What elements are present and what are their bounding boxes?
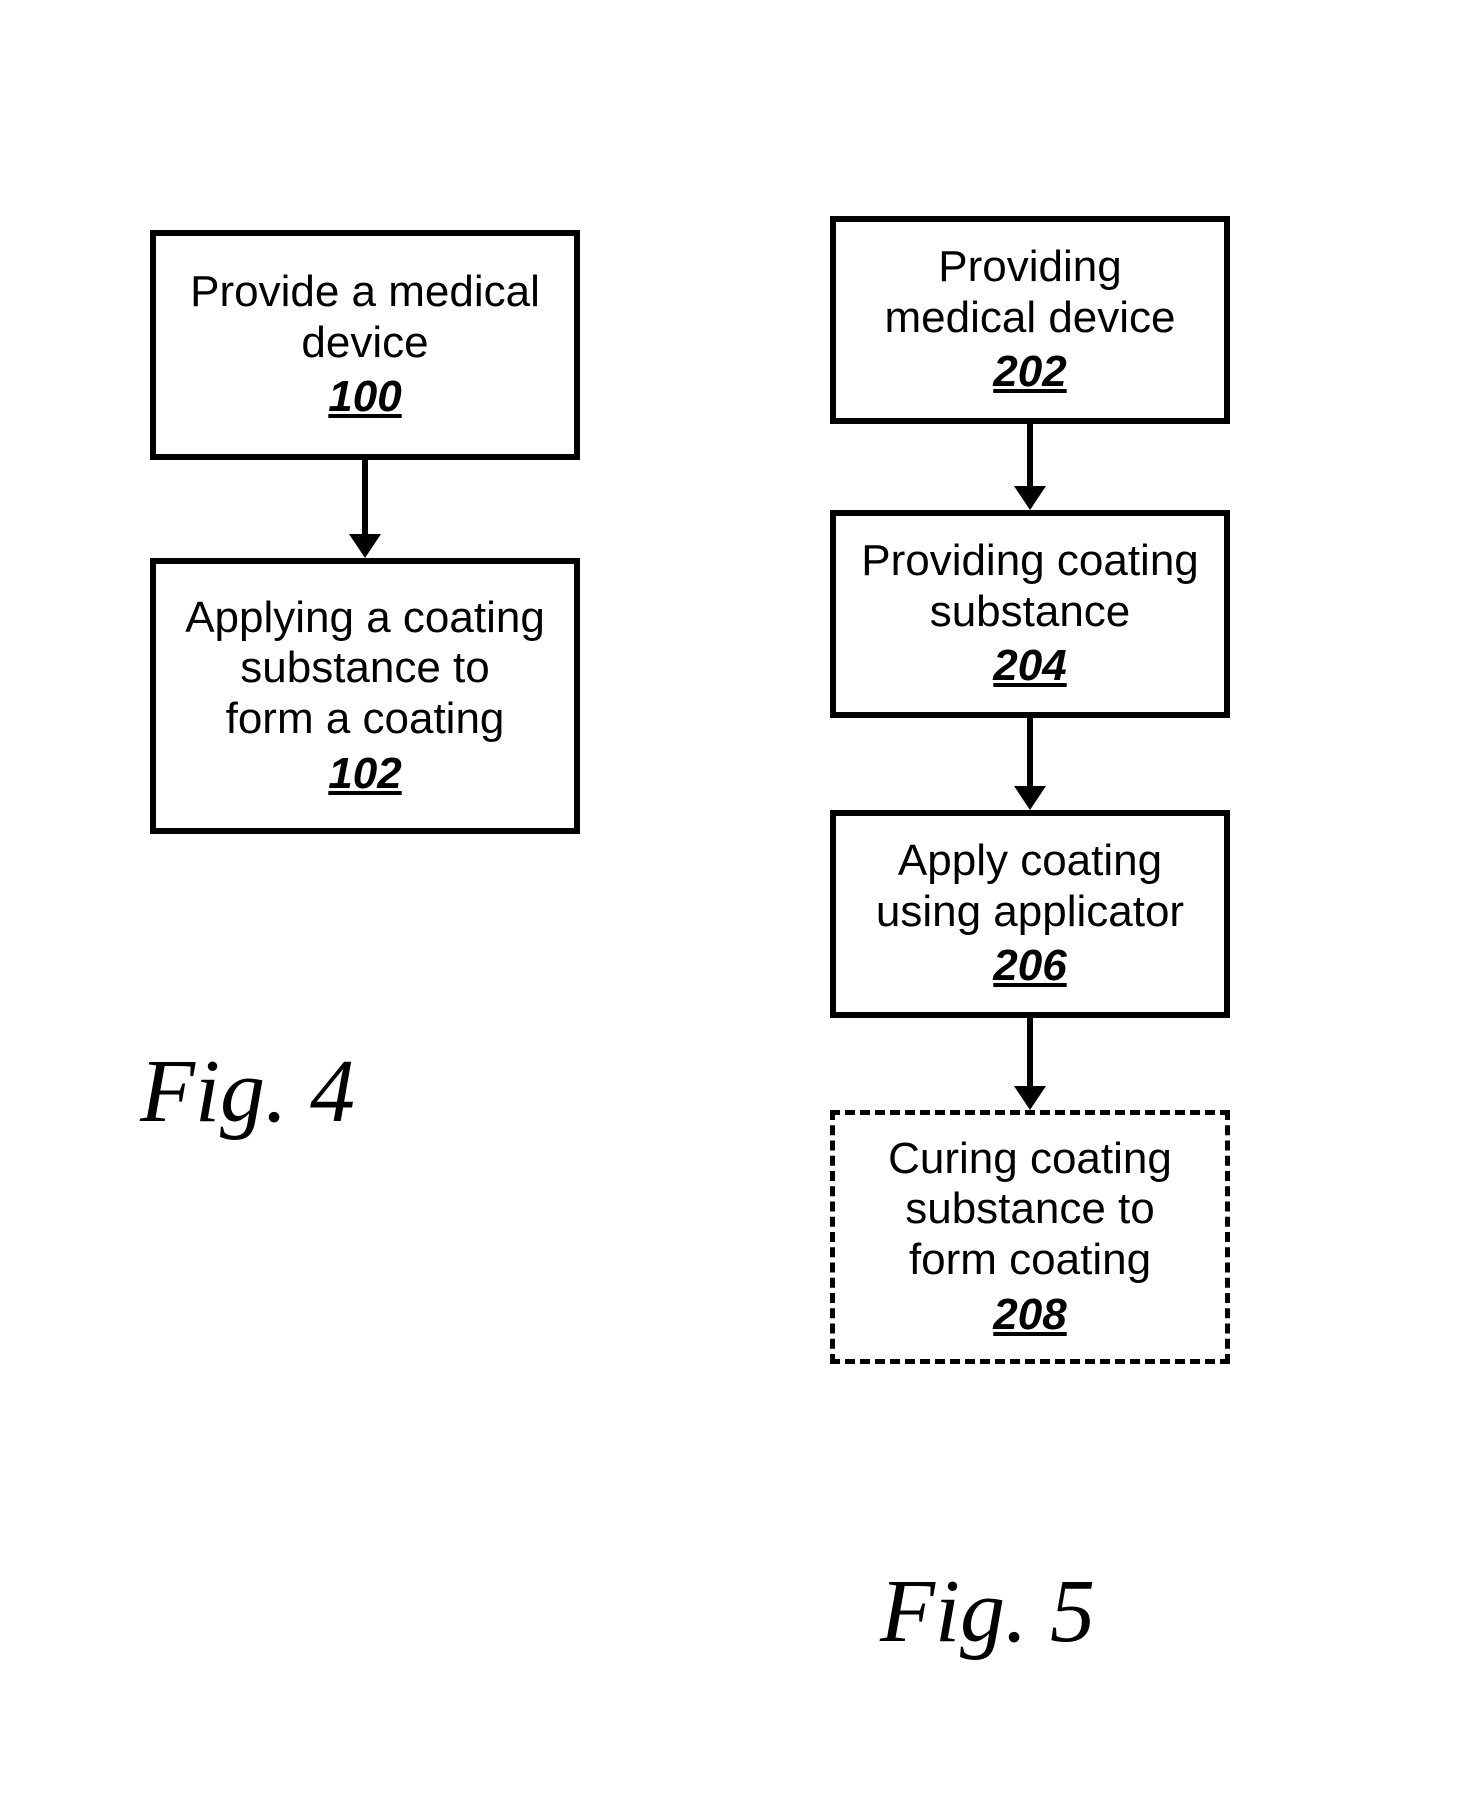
diagram-canvas: Provide a medical device 100 Applying a … bbox=[0, 0, 1459, 1816]
fig5-arrow-1-head bbox=[1014, 486, 1046, 510]
box-ref: 202 bbox=[993, 347, 1066, 398]
box-ref: 208 bbox=[993, 1290, 1066, 1341]
fig4-box-102: Applying a coating substance to form a c… bbox=[150, 558, 580, 834]
fig5-arrow-3-head bbox=[1014, 1086, 1046, 1110]
fig5-arrow-2-line bbox=[1027, 718, 1033, 796]
fig4-label: Fig. 4 bbox=[140, 1040, 355, 1143]
fig4-box-100: Provide a medical device 100 bbox=[150, 230, 580, 460]
box-text: Curing coating substance to form coating bbox=[888, 1134, 1172, 1286]
fig4-arrow-1-line bbox=[362, 460, 368, 544]
fig4-arrow-1-head bbox=[349, 534, 381, 558]
box-ref: 206 bbox=[993, 941, 1066, 992]
box-ref: 100 bbox=[328, 372, 401, 423]
fig5-box-202: Providing medical device 202 bbox=[830, 216, 1230, 424]
fig5-box-208: Curing coating substance to form coating… bbox=[830, 1110, 1230, 1364]
box-text: Provide a medical device bbox=[190, 267, 540, 368]
fig5-label: Fig. 5 bbox=[880, 1560, 1095, 1663]
box-ref: 204 bbox=[993, 641, 1066, 692]
box-text: Apply coating using applicator bbox=[876, 836, 1184, 937]
fig5-box-204: Providing coating substance 204 bbox=[830, 510, 1230, 718]
fig5-box-206: Apply coating using applicator 206 bbox=[830, 810, 1230, 1018]
box-ref: 102 bbox=[328, 749, 401, 800]
box-text: Applying a coating substance to form a c… bbox=[185, 593, 545, 745]
box-text: Providing coating substance bbox=[861, 536, 1199, 637]
fig5-arrow-3-line bbox=[1027, 1018, 1033, 1096]
box-text: Providing medical device bbox=[884, 242, 1175, 343]
fig5-arrow-2-head bbox=[1014, 786, 1046, 810]
